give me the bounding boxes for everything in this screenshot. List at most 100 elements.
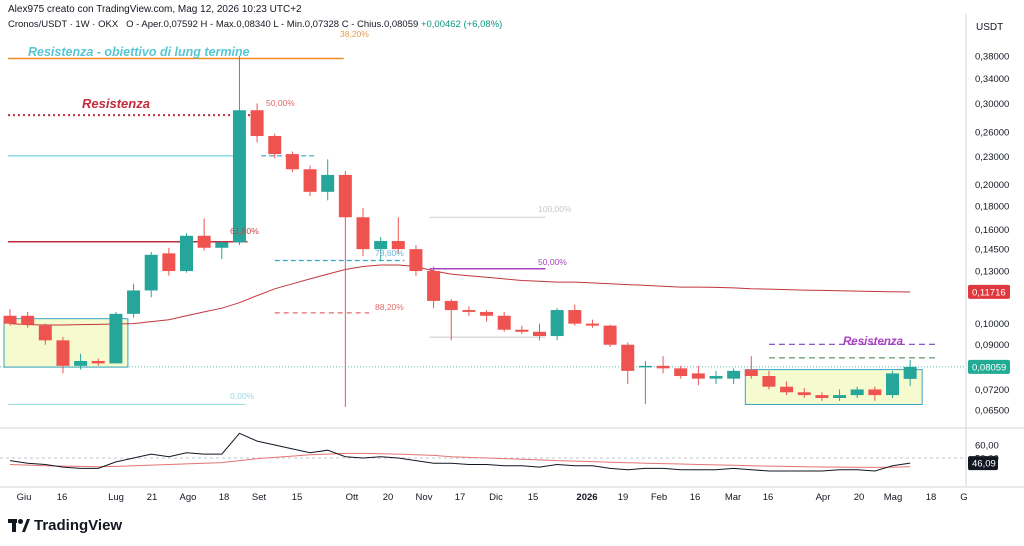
time-tick-label: 2026 [576, 492, 597, 503]
time-tick-label: Ago [180, 492, 197, 503]
fib-label-0: 0,00% [230, 391, 255, 401]
time-tick-label: 20 [854, 492, 865, 503]
time-tick-label: 18 [219, 492, 230, 503]
time-tick-label: Set [252, 492, 267, 503]
price-tick-label: 0,07200 [975, 385, 1009, 396]
price-label-text: 0,11716 [972, 287, 1006, 298]
fib-label-50-right: 50,00% [538, 257, 567, 267]
candle-body [886, 373, 899, 396]
candle-body [356, 217, 370, 250]
price-tick-label: 0,30000 [975, 99, 1009, 110]
candle-body [250, 110, 264, 137]
candle-body [56, 340, 70, 366]
candle-body [638, 365, 652, 368]
rsi-line [9, 432, 911, 472]
chart-credit: Alex975 creato con TradingView.com, Mag … [8, 4, 302, 15]
candle-body [727, 370, 741, 379]
price-tick-label: 0,34000 [975, 74, 1009, 85]
price-tick-label: 0,26000 [975, 128, 1009, 139]
rsi-signal-line [9, 452, 911, 468]
candle-body [38, 325, 52, 341]
candle-body [709, 376, 723, 379]
candle-body [91, 360, 105, 364]
time-tick-label: Ott [346, 492, 359, 503]
candle-body [868, 389, 882, 396]
candle-body [762, 376, 776, 387]
fib-label-382: 38,20% [340, 29, 369, 39]
rsi-tick-label: 60,00 [975, 441, 999, 452]
fib-label-882: 88,20% [375, 302, 404, 312]
time-tick-label: 16 [763, 492, 774, 503]
price-tick-label: 0,09000 [975, 340, 1009, 351]
price-tick-label: 0,18000 [975, 201, 1009, 212]
time-tick-label: Mar [725, 492, 741, 503]
candle-body [374, 241, 388, 250]
candle-body [621, 344, 635, 371]
price-tick-label: 0,06500 [975, 405, 1009, 416]
candle-body [568, 310, 582, 324]
candle-body [656, 365, 670, 369]
candle-body [515, 329, 529, 332]
candle-body [585, 323, 599, 326]
symbol-name[interactable]: Cronos/USDT · 1W · OKX [8, 19, 119, 30]
brand-name: TradingView [34, 517, 123, 534]
price-label-text: 0,08059 [972, 362, 1006, 373]
candle-body [3, 315, 17, 324]
tradingview-logo: TradingView [8, 517, 122, 534]
candle-body [303, 169, 317, 192]
time-tick-label: 17 [455, 492, 466, 503]
fib-label-100: 100,00% [538, 204, 572, 214]
candle-body [497, 315, 511, 330]
candle-body [74, 360, 88, 366]
candle-body [180, 235, 193, 272]
time-tick-label: 15 [528, 492, 539, 503]
time-tick-label: Dic [489, 492, 503, 503]
candle-body [780, 386, 794, 393]
candle-body [144, 254, 158, 291]
candle-body [850, 389, 864, 396]
candle-body [427, 271, 441, 301]
annotation-long-term-resistance: Resistenza - obiettivo di lung termine [28, 45, 250, 59]
candle-body [603, 325, 617, 345]
fib-label-786: 78,60% [375, 248, 404, 258]
candle-body [162, 253, 176, 272]
time-tick-label: 21 [147, 492, 158, 503]
candle-body [21, 315, 35, 325]
price-tick-label: 0,10000 [975, 319, 1009, 330]
candle-body [903, 366, 917, 379]
price-tick-label: 0,16000 [975, 225, 1009, 236]
candle-body [744, 369, 758, 377]
candle-body [215, 242, 229, 248]
fib-label-618: 61,80% [230, 226, 259, 236]
time-tick-label: G [960, 492, 967, 503]
candle-body [533, 331, 546, 337]
candle-body [480, 311, 494, 316]
candle-body [268, 136, 282, 155]
time-tick-label: Lug [108, 492, 124, 503]
candle-body [550, 310, 564, 337]
fib-label-50: 50,00% [266, 98, 295, 108]
price-tick-label: 0,38000 [975, 52, 1009, 63]
annotation-resistance-purple: Resistenza [843, 336, 904, 348]
price-label-bg [968, 359, 1010, 374]
time-tick-label: Feb [651, 492, 667, 503]
candle-body [285, 154, 299, 170]
tradingview-logo-icon [8, 518, 30, 532]
change-value: +0,00462 (+6,08%) [420, 19, 503, 30]
currency-label: USDT [976, 22, 1004, 33]
candle-body [409, 249, 423, 272]
symbol-legend: Cronos/USDT · 1W · OKX O - Aper.0,07592 … [8, 19, 502, 30]
time-tick-label: 15 [292, 492, 303, 503]
time-tick-label: Giu [17, 492, 32, 503]
price-tick-label: 0,23000 [975, 152, 1009, 163]
time-tick-label: 16 [57, 492, 68, 503]
candle-body [691, 373, 705, 379]
candle-body [109, 313, 123, 364]
time-tick-label: 20 [383, 492, 394, 503]
time-tick-label: 16 [690, 492, 701, 503]
candle-body [797, 392, 811, 396]
candle-body [127, 290, 141, 314]
price-tick-label: 0,14500 [975, 245, 1009, 256]
candle-body [815, 395, 829, 398]
